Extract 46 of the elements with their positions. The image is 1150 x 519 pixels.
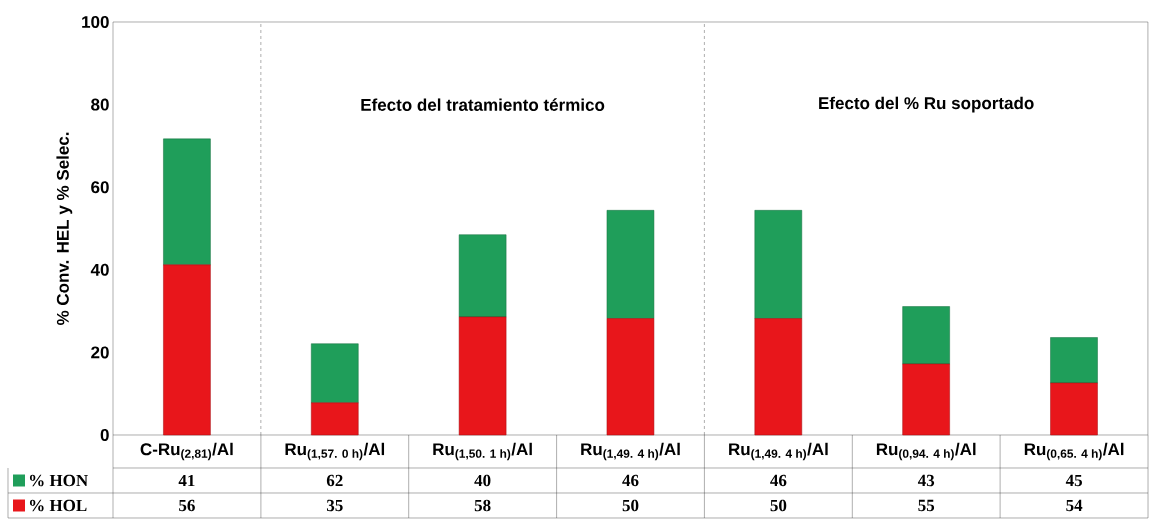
text: 54 [1066, 499, 1083, 512]
x-tick-label: Ru$_{(1,49. 4 h)}$/Al [729, 442, 828, 461]
x-tick-label: Ru$_{(1,50. 1 h)}$/Al [433, 442, 532, 461]
y-tick-label: 0 [100, 428, 109, 442]
text: 43 [917, 474, 935, 487]
text: 46 [622, 474, 639, 487]
text: 45 [1065, 474, 1082, 487]
bar [163, 264, 211, 436]
bar [1050, 382, 1098, 436]
bar [458, 316, 507, 436]
legend-label: % HOL [29, 499, 87, 512]
text: 40 [474, 474, 491, 487]
bar [754, 318, 803, 436]
y-tick-label: 80 [91, 98, 109, 111]
bar [1050, 337, 1098, 384]
y-tick-label: 40 [90, 263, 109, 276]
bar [606, 318, 655, 436]
text: 50 [622, 499, 639, 512]
text: 41 [178, 474, 195, 487]
bar [606, 210, 655, 319]
text: 50 [770, 499, 787, 512]
bar [902, 306, 950, 365]
text: 35 [326, 499, 343, 512]
bar [458, 234, 507, 318]
text: 46 [770, 474, 787, 487]
bar [754, 210, 803, 319]
bar [902, 363, 950, 436]
bar [311, 402, 359, 436]
x-tick-label: Ru$_{(1,49. 4 h)}$/Al [581, 442, 680, 461]
x-tick-label: Ru$_{(0,94. 4 h)}$/Al [876, 442, 976, 461]
text: 55 [918, 499, 935, 512]
bar [163, 138, 211, 266]
bar [311, 343, 359, 404]
x-tick-label: C-Ru$_{(2,81)}$/Al [140, 442, 233, 461]
legend-label: % HON [29, 474, 88, 487]
text: 56 [179, 499, 195, 512]
x-tick-label: Ru$_{(1,57. 0 h)}$/Al [285, 442, 385, 461]
y-axis-title: % Conv. HEL y % Selec. [56, 132, 73, 326]
y-tick-label: 60 [91, 181, 109, 194]
x-tick-label: Ru$_{(0,65. 4 h)}$/Al [1024, 442, 1124, 461]
y-tick-label: 100 [82, 15, 109, 29]
annotation: Efecto del % Ru soportado [819, 96, 1034, 113]
annotation: Efecto del tratamiento térmico [361, 98, 605, 111]
y-tick-label: 20 [91, 346, 109, 359]
text: 62 [326, 474, 343, 487]
text: 58 [474, 499, 491, 512]
